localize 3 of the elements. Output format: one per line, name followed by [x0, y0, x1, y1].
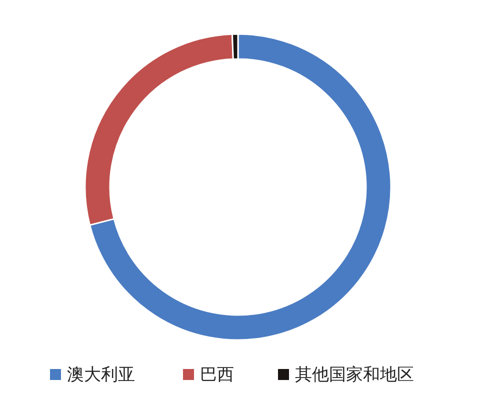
legend-label: 其他国家和地区	[295, 365, 414, 385]
legend-label: 澳大利亚	[67, 365, 135, 385]
legend-label: 巴西	[200, 365, 234, 385]
